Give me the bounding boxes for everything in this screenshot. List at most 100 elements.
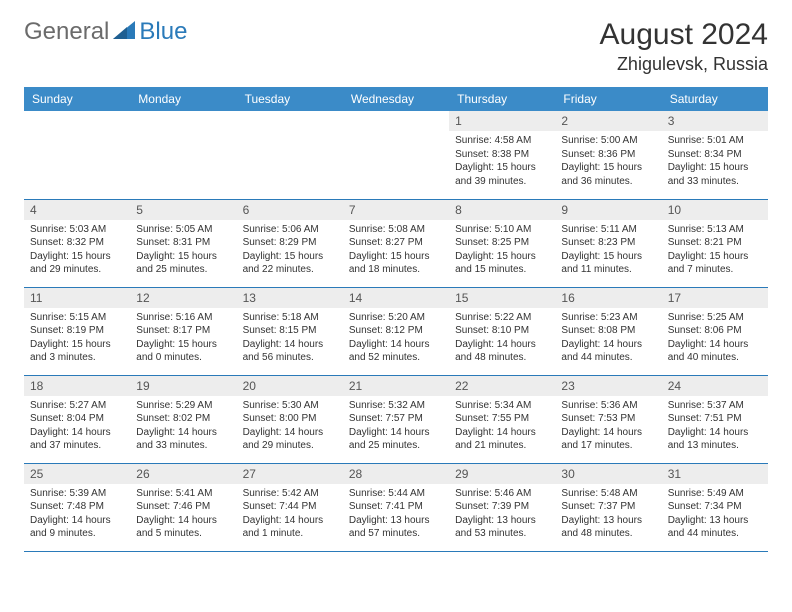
day-daylight: Daylight: 15 hours and 11 minutes. bbox=[561, 250, 655, 277]
calendar-day-cell: 14Sunrise: 5:20 AMSunset: 8:12 PMDayligh… bbox=[343, 287, 449, 375]
calendar-day-cell: 10Sunrise: 5:13 AMSunset: 8:21 PMDayligh… bbox=[662, 199, 768, 287]
weekday-header: Thursday bbox=[449, 87, 555, 111]
day-daylight: Daylight: 13 hours and 53 minutes. bbox=[455, 514, 549, 541]
day-sunrise: Sunrise: 5:16 AM bbox=[136, 311, 230, 325]
day-info: Sunrise: 5:49 AMSunset: 7:34 PMDaylight:… bbox=[662, 484, 768, 545]
calendar-day-cell: 15Sunrise: 5:22 AMSunset: 8:10 PMDayligh… bbox=[449, 287, 555, 375]
day-daylight: Daylight: 15 hours and 18 minutes. bbox=[349, 250, 443, 277]
day-info: Sunrise: 5:30 AMSunset: 8:00 PMDaylight:… bbox=[237, 396, 343, 457]
day-info: Sunrise: 5:44 AMSunset: 7:41 PMDaylight:… bbox=[343, 484, 449, 545]
logo: General Blue bbox=[24, 18, 187, 46]
day-daylight: Daylight: 14 hours and 9 minutes. bbox=[30, 514, 124, 541]
day-info: Sunrise: 5:11 AMSunset: 8:23 PMDaylight:… bbox=[555, 220, 661, 281]
day-number: 19 bbox=[130, 376, 236, 396]
day-info: Sunrise: 5:27 AMSunset: 8:04 PMDaylight:… bbox=[24, 396, 130, 457]
calendar-day-cell: 25Sunrise: 5:39 AMSunset: 7:48 PMDayligh… bbox=[24, 463, 130, 551]
day-daylight: Daylight: 14 hours and 1 minute. bbox=[243, 514, 337, 541]
day-number: 1 bbox=[449, 111, 555, 131]
day-number: 16 bbox=[555, 288, 661, 308]
day-sunrise: Sunrise: 5:08 AM bbox=[349, 223, 443, 237]
day-sunset: Sunset: 8:08 PM bbox=[561, 324, 655, 338]
day-sunrise: Sunrise: 5:13 AM bbox=[668, 223, 762, 237]
day-number: 10 bbox=[662, 200, 768, 220]
day-sunrise: Sunrise: 5:41 AM bbox=[136, 487, 230, 501]
day-sunset: Sunset: 8:34 PM bbox=[668, 148, 762, 162]
day-sunset: Sunset: 7:46 PM bbox=[136, 500, 230, 514]
day-sunset: Sunset: 7:41 PM bbox=[349, 500, 443, 514]
day-info: Sunrise: 5:36 AMSunset: 7:53 PMDaylight:… bbox=[555, 396, 661, 457]
day-sunrise: Sunrise: 4:58 AM bbox=[455, 134, 549, 148]
day-info: Sunrise: 5:32 AMSunset: 7:57 PMDaylight:… bbox=[343, 396, 449, 457]
weekday-header: Saturday bbox=[662, 87, 768, 111]
day-info: Sunrise: 5:18 AMSunset: 8:15 PMDaylight:… bbox=[237, 308, 343, 369]
day-number: 20 bbox=[237, 376, 343, 396]
day-number: 4 bbox=[24, 200, 130, 220]
weekday-header: Sunday bbox=[24, 87, 130, 111]
calendar-day-cell: 12Sunrise: 5:16 AMSunset: 8:17 PMDayligh… bbox=[130, 287, 236, 375]
day-number: 8 bbox=[449, 200, 555, 220]
day-sunset: Sunset: 8:29 PM bbox=[243, 236, 337, 250]
day-sunrise: Sunrise: 5:06 AM bbox=[243, 223, 337, 237]
day-sunset: Sunset: 8:38 PM bbox=[455, 148, 549, 162]
day-sunset: Sunset: 8:06 PM bbox=[668, 324, 762, 338]
day-sunrise: Sunrise: 5:00 AM bbox=[561, 134, 655, 148]
day-sunrise: Sunrise: 5:46 AM bbox=[455, 487, 549, 501]
day-sunrise: Sunrise: 5:44 AM bbox=[349, 487, 443, 501]
day-sunset: Sunset: 8:02 PM bbox=[136, 412, 230, 426]
day-sunset: Sunset: 8:27 PM bbox=[349, 236, 443, 250]
day-sunrise: Sunrise: 5:27 AM bbox=[30, 399, 124, 413]
day-sunset: Sunset: 7:48 PM bbox=[30, 500, 124, 514]
calendar-day-cell bbox=[24, 111, 130, 199]
day-info: Sunrise: 5:23 AMSunset: 8:08 PMDaylight:… bbox=[555, 308, 661, 369]
day-daylight: Daylight: 14 hours and 37 minutes. bbox=[30, 426, 124, 453]
day-sunset: Sunset: 8:19 PM bbox=[30, 324, 124, 338]
day-info: Sunrise: 5:29 AMSunset: 8:02 PMDaylight:… bbox=[130, 396, 236, 457]
calendar-day-cell: 2Sunrise: 5:00 AMSunset: 8:36 PMDaylight… bbox=[555, 111, 661, 199]
day-number: 21 bbox=[343, 376, 449, 396]
day-daylight: Daylight: 14 hours and 29 minutes. bbox=[243, 426, 337, 453]
day-info: Sunrise: 4:58 AMSunset: 8:38 PMDaylight:… bbox=[449, 131, 555, 192]
day-sunrise: Sunrise: 5:36 AM bbox=[561, 399, 655, 413]
calendar-day-cell: 18Sunrise: 5:27 AMSunset: 8:04 PMDayligh… bbox=[24, 375, 130, 463]
day-sunrise: Sunrise: 5:11 AM bbox=[561, 223, 655, 237]
day-sunrise: Sunrise: 5:23 AM bbox=[561, 311, 655, 325]
day-sunrise: Sunrise: 5:49 AM bbox=[668, 487, 762, 501]
day-sunset: Sunset: 7:44 PM bbox=[243, 500, 337, 514]
calendar-day-cell: 31Sunrise: 5:49 AMSunset: 7:34 PMDayligh… bbox=[662, 463, 768, 551]
day-sunset: Sunset: 8:17 PM bbox=[136, 324, 230, 338]
calendar-day-cell: 6Sunrise: 5:06 AMSunset: 8:29 PMDaylight… bbox=[237, 199, 343, 287]
day-sunset: Sunset: 7:34 PM bbox=[668, 500, 762, 514]
day-info: Sunrise: 5:39 AMSunset: 7:48 PMDaylight:… bbox=[24, 484, 130, 545]
day-info: Sunrise: 5:06 AMSunset: 8:29 PMDaylight:… bbox=[237, 220, 343, 281]
calendar-week-row: 18Sunrise: 5:27 AMSunset: 8:04 PMDayligh… bbox=[24, 375, 768, 463]
day-sunrise: Sunrise: 5:32 AM bbox=[349, 399, 443, 413]
day-number: 28 bbox=[343, 464, 449, 484]
calendar-day-cell bbox=[343, 111, 449, 199]
logo-text-blue: Blue bbox=[139, 18, 187, 46]
day-info: Sunrise: 5:03 AMSunset: 8:32 PMDaylight:… bbox=[24, 220, 130, 281]
calendar-day-cell: 22Sunrise: 5:34 AMSunset: 7:55 PMDayligh… bbox=[449, 375, 555, 463]
day-number: 6 bbox=[237, 200, 343, 220]
calendar-day-cell: 1Sunrise: 4:58 AMSunset: 8:38 PMDaylight… bbox=[449, 111, 555, 199]
day-sunset: Sunset: 8:21 PM bbox=[668, 236, 762, 250]
day-daylight: Daylight: 14 hours and 33 minutes. bbox=[136, 426, 230, 453]
day-sunset: Sunset: 8:36 PM bbox=[561, 148, 655, 162]
day-daylight: Daylight: 14 hours and 48 minutes. bbox=[455, 338, 549, 365]
day-number: 3 bbox=[662, 111, 768, 131]
day-sunrise: Sunrise: 5:05 AM bbox=[136, 223, 230, 237]
day-number: 7 bbox=[343, 200, 449, 220]
day-sunrise: Sunrise: 5:15 AM bbox=[30, 311, 124, 325]
day-info: Sunrise: 5:22 AMSunset: 8:10 PMDaylight:… bbox=[449, 308, 555, 369]
day-number: 5 bbox=[130, 200, 236, 220]
title-block: August 2024 Zhigulevsk, Russia bbox=[600, 18, 768, 75]
day-sunset: Sunset: 8:23 PM bbox=[561, 236, 655, 250]
day-sunset: Sunset: 7:53 PM bbox=[561, 412, 655, 426]
day-number: 14 bbox=[343, 288, 449, 308]
day-sunset: Sunset: 8:04 PM bbox=[30, 412, 124, 426]
day-daylight: Daylight: 14 hours and 52 minutes. bbox=[349, 338, 443, 365]
day-daylight: Daylight: 14 hours and 25 minutes. bbox=[349, 426, 443, 453]
day-number: 9 bbox=[555, 200, 661, 220]
day-daylight: Daylight: 15 hours and 15 minutes. bbox=[455, 250, 549, 277]
calendar-day-cell bbox=[237, 111, 343, 199]
day-info: Sunrise: 5:48 AMSunset: 7:37 PMDaylight:… bbox=[555, 484, 661, 545]
